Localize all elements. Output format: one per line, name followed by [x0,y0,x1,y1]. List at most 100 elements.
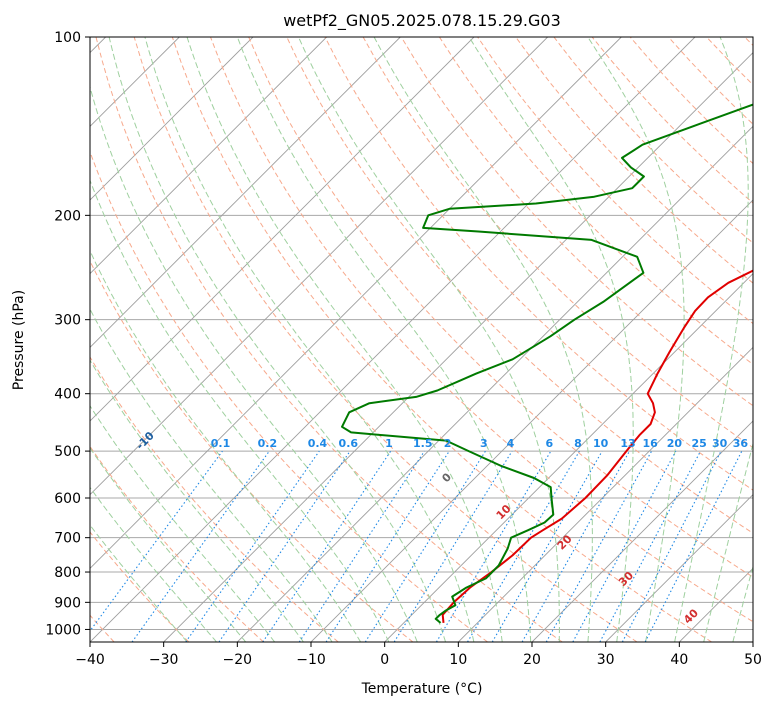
dry-adiabat-line [362,37,753,449]
x-tick-label: −30 [149,652,179,668]
mixing-ratio-label: 0.2 [258,437,278,450]
dry-adiabat-line [668,37,753,125]
dry-adiabat-line [400,37,753,407]
y-axis-label: Pressure (hPa) [11,290,27,390]
x-tick-label: 40 [670,652,688,668]
dry-adiabat-line [591,37,753,204]
dry-adiabat-line [90,531,190,642]
mixing-ratio-label: 1 [385,437,393,450]
moist-adiabat-label: 10 [494,502,514,522]
mixing-ratio-line [90,450,223,632]
isotherm-line [90,37,401,348]
mixing-ratio-line [545,450,653,642]
moist-adiabat-line [674,37,749,642]
inline-labels: 0.10.20.40.611.52346810131620253036-100-… [134,429,749,627]
mixing-ratio-label: 8 [574,437,582,450]
mixing-ratio-label: 0.6 [339,437,359,450]
mixing-ratio-label: 16 [642,437,658,450]
isotherm-line [90,37,475,422]
dry-adiabat-line [515,37,753,284]
moist-adiabat-line [90,85,418,642]
moist-adiabat-line [90,486,217,642]
mixing-ratio-line [572,450,677,642]
isotherm-line [237,125,753,642]
dry-adiabat-line [90,150,488,642]
mixing-ratio-line [218,450,351,642]
moist-adiabat-line [108,37,447,642]
isotherm-line [90,37,622,569]
isotherm-line [310,199,753,642]
y-tick-label: 900 [54,595,81,611]
x-tick-label: 20 [523,652,541,668]
x-axis: −40 −30 −20 −10 0 10 20 30 40 50 [75,642,762,668]
y-tick-label: 200 [54,208,81,224]
mixing-ratio-line [435,450,552,642]
y-tick-label: 100 [54,30,81,46]
moist-adiabat-line [90,447,247,642]
mixing-ratio-label: 30 [712,437,728,450]
y-tick-label: 1000 [45,622,81,638]
y-tick-label: 500 [54,444,81,460]
dry-adiabat-label: -10 [134,429,157,452]
dry-adiabat-line [133,37,638,642]
dry-adiabat-line [324,37,753,491]
isotherm-line [531,420,753,642]
y-axis: 100 200 300 400 500 600 700 800 900 1000 [45,30,90,638]
dry-adiabat-line [95,37,563,642]
x-tick-label: 0 [380,652,389,668]
dry-adiabat-line [90,445,264,642]
isotherm-line [163,52,753,642]
dewpoint-line [341,103,753,624]
moist-adiabat-line [373,37,593,642]
background-lines [90,37,753,642]
dry-adiabat-line [438,37,753,366]
dry-adiabat-line [553,37,753,244]
profile-lines [341,103,753,624]
y-tick-label: 800 [54,565,81,581]
plot-frame [89,36,754,643]
mixing-ratio-label: 0.4 [308,437,328,450]
isotherm-line [90,37,696,642]
isotherm-line [458,346,753,642]
chart-title: wetPf2_GN05.2025.078.15.29.G03 [283,11,561,31]
dry-adiabat-line [171,37,712,642]
moist-adiabat-line [587,37,685,642]
moist-adiabat-line [732,565,753,642]
y-tick-label: 600 [54,491,81,507]
isotherm-line [90,37,327,275]
moist-adiabat-line [236,37,532,642]
dry-adiabat-line [477,37,753,325]
mixing-ratio-line [521,450,630,642]
moist-adiabat-line [90,249,362,642]
x-tick-label: 30 [597,652,615,668]
mixing-ratio-line [467,450,580,642]
mixing-ratio-label: 25 [691,437,706,450]
mixing-ratio-label: 20 [667,437,683,450]
moist-adiabat-line [144,37,475,642]
moist-adiabat-line [186,37,503,642]
y-tick-label: 300 [54,313,81,329]
dry-adiabat-line [248,37,753,578]
mixing-ratio-line [185,450,320,642]
mixing-ratio-label: 4 [507,437,515,450]
x-tick-label: −10 [296,652,326,668]
mixing-ratio-label: 0.1 [211,437,231,450]
isotherm-line [605,494,753,642]
x-axis-label: Temperature (°C) [361,681,483,697]
moist-adiabat-line [90,359,304,642]
mixing-ratio-line [325,450,450,642]
mixing-ratio-line [262,450,392,642]
y-tick-label: 700 [54,531,81,547]
mixing-ratio-label: 13 [620,437,635,450]
mixing-ratio-label: 36 [733,437,749,450]
isotherm-line [90,37,548,496]
mixing-ratio-label: 6 [545,437,553,450]
moist-adiabat-line [298,37,560,642]
dry-adiabat-line [744,37,753,47]
mixing-ratio-line [491,450,603,642]
dry-adiabat-line [90,259,414,642]
moist-adiabat-line [90,404,276,642]
moist-adiabat-line [703,441,753,642]
moist-adiabat-line [90,524,188,642]
